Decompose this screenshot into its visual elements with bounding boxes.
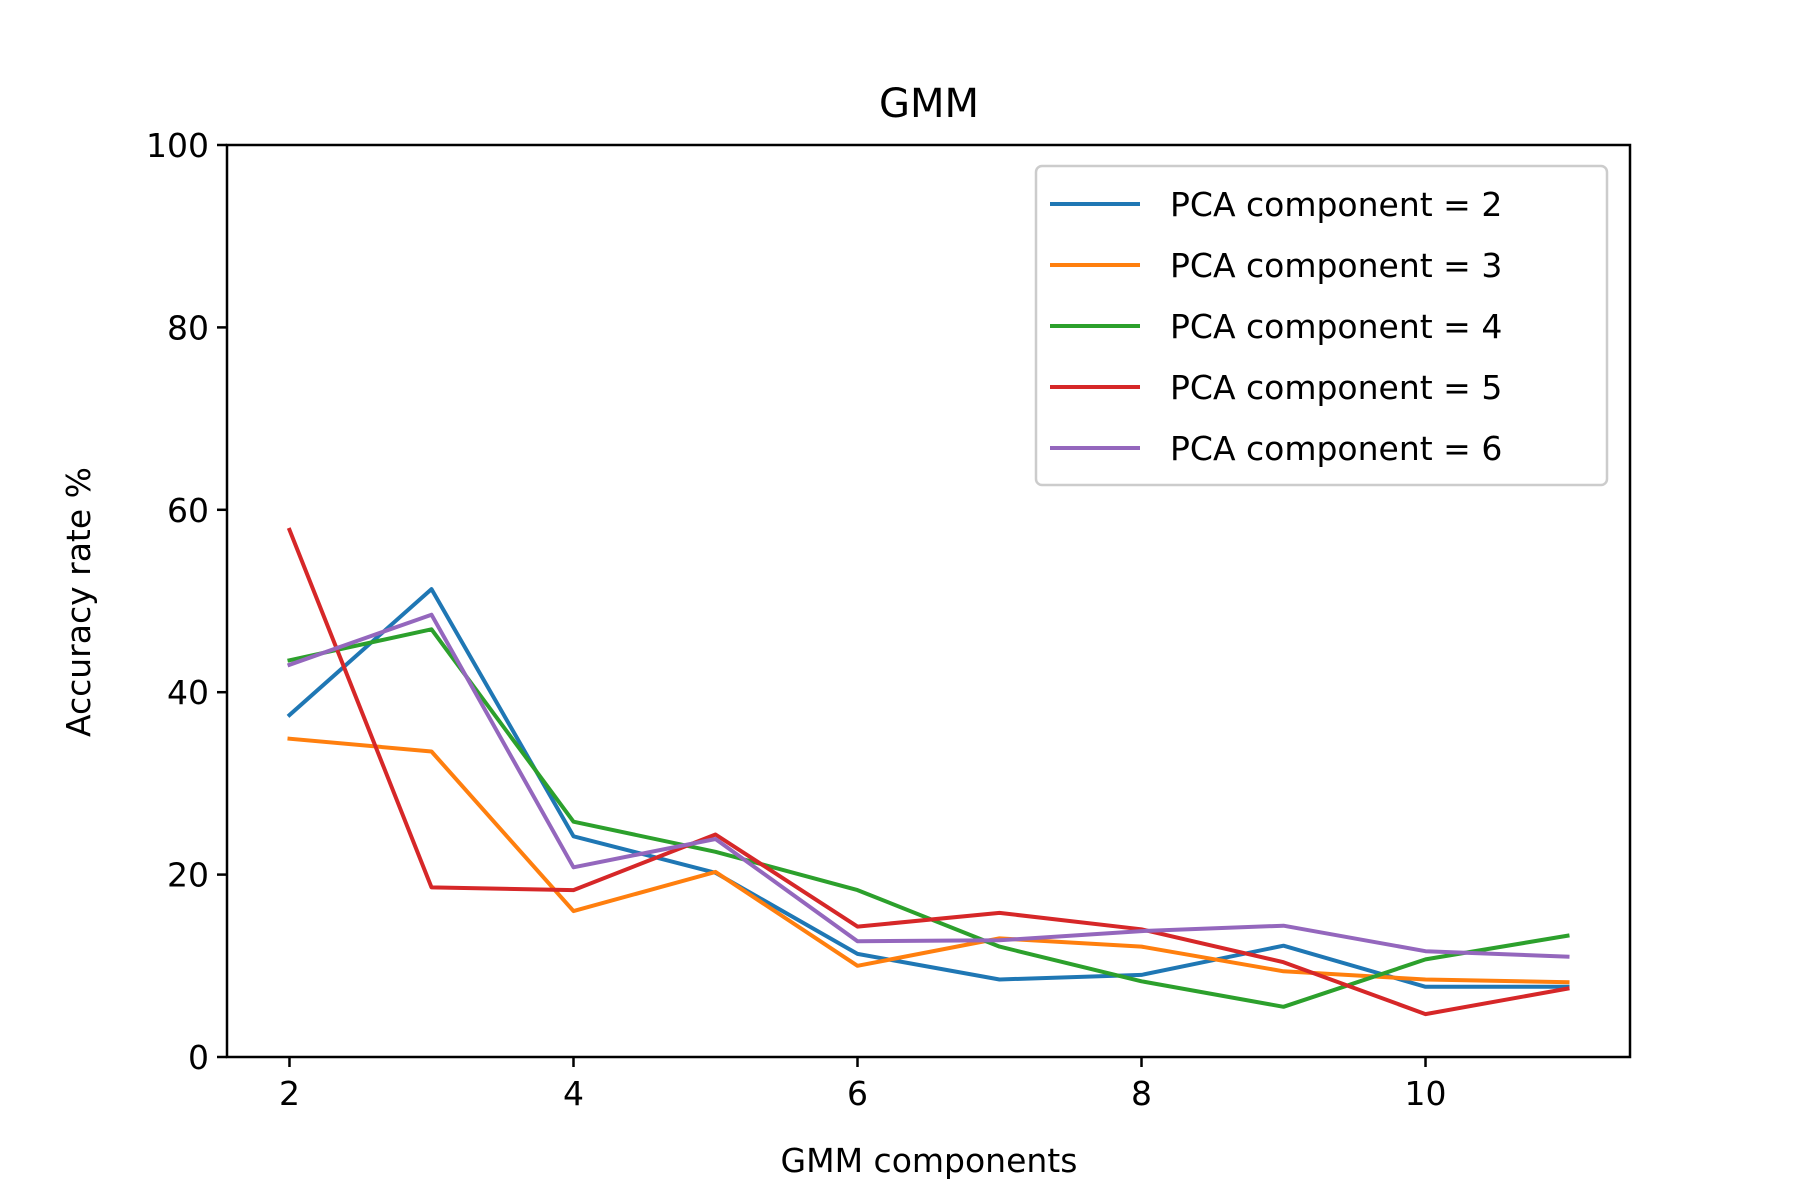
- x-axis-ticks: 2 4 6 8 10: [279, 1057, 1447, 1113]
- chart-title: GMM: [879, 81, 979, 127]
- legend-label-3: PCA component = 4: [1170, 307, 1502, 346]
- y-tick-label: 20: [167, 856, 209, 895]
- y-tick-label: 0: [188, 1038, 209, 1077]
- legend-label-5: PCA component = 6: [1170, 429, 1502, 468]
- plot-frame: [225, 143, 1632, 1059]
- x-tick-label: 2: [279, 1074, 300, 1113]
- y-tick-label: 60: [167, 491, 209, 530]
- x-tick-label: 4: [563, 1074, 584, 1113]
- y-tick-label: 100: [146, 126, 209, 165]
- y-tick-label: 40: [167, 673, 209, 712]
- x-tick-label: 6: [847, 1074, 868, 1113]
- y-tick-label: 80: [167, 308, 209, 347]
- series-line-5: [286, 612, 1570, 959]
- series-line-1: [286, 587, 1570, 989]
- y-axis-ticks: 0 20 40 60 80 100: [146, 126, 227, 1077]
- x-tick-label: 10: [1405, 1074, 1447, 1113]
- legend: PCA component = 2 PCA component = 3 PCA co…: [1034, 164, 1609, 487]
- series-line-4: [286, 527, 1570, 1017]
- legend-label-4: PCA component = 5: [1170, 368, 1502, 407]
- series-line-2: [287, 736, 1570, 985]
- series-layer: [286, 527, 1570, 1017]
- x-axis-label: GMM components: [781, 1141, 1078, 1180]
- legend-label-1: PCA component = 2: [1170, 185, 1502, 224]
- legend-label-2: PCA component = 3: [1170, 246, 1502, 285]
- y-axis-label: Accuracy rate %: [59, 467, 98, 737]
- x-tick-label: 8: [1131, 1074, 1152, 1113]
- legend-box: [1034, 164, 1609, 487]
